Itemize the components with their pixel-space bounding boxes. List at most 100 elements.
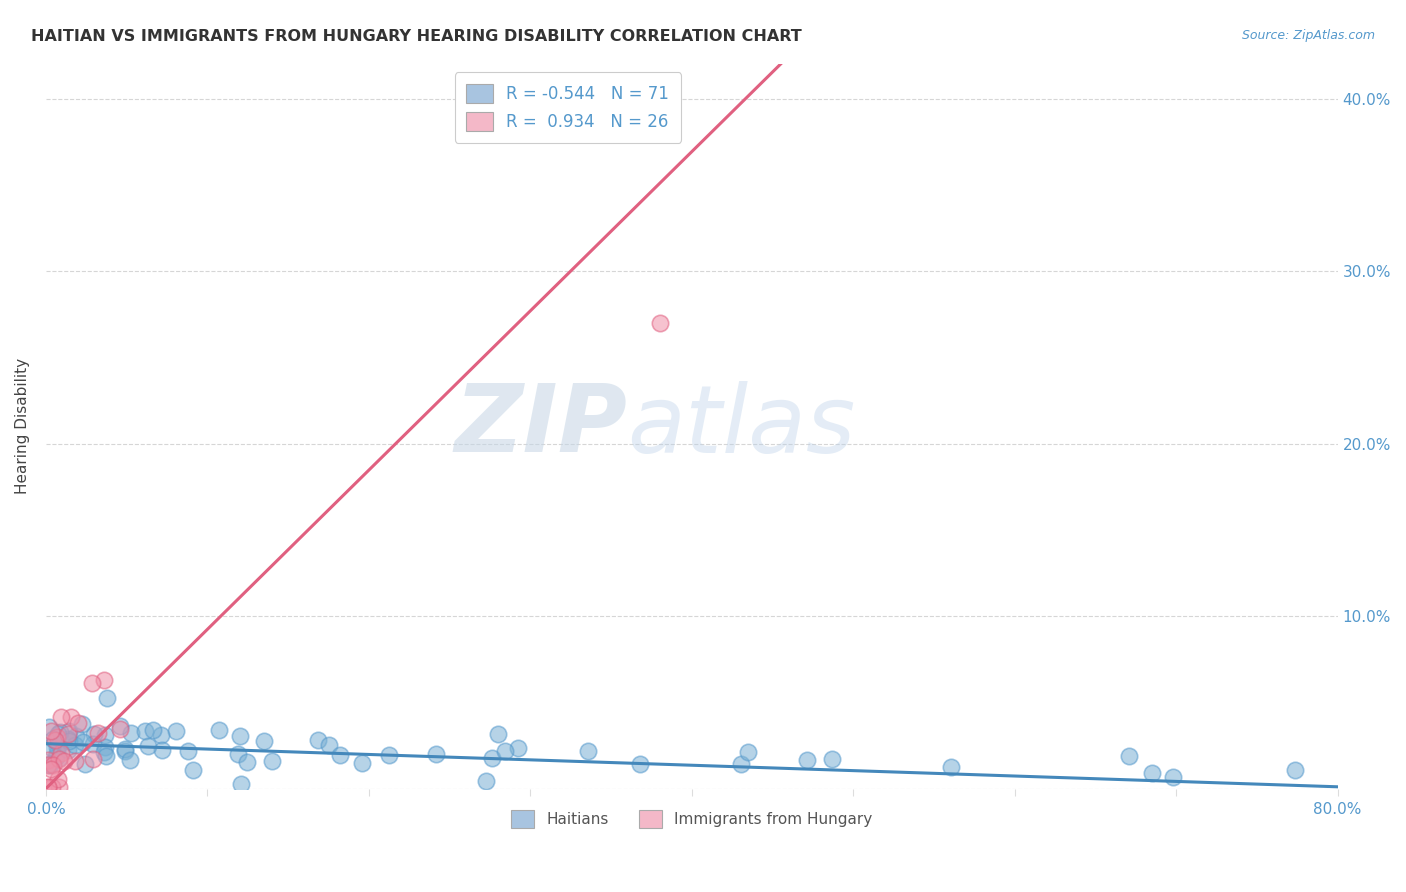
Point — [65, 754, 87, 768]
Point — [96, 748, 118, 763]
Point — [118, 753, 141, 767]
Point — [38, 721, 60, 735]
Point — [506, 740, 529, 755]
Point — [75, 757, 97, 772]
Point — [1140, 766, 1163, 780]
Point — [37, 780, 59, 794]
Point — [110, 719, 132, 733]
Point — [475, 774, 498, 789]
Point — [307, 733, 329, 747]
Point — [45, 746, 67, 760]
Point — [93, 745, 115, 759]
Point — [93, 673, 115, 687]
Point — [44, 733, 66, 747]
Point — [41, 732, 63, 747]
Point — [181, 763, 204, 777]
Point — [820, 752, 842, 766]
Point — [51, 733, 73, 747]
Point — [425, 747, 447, 762]
Point — [96, 691, 118, 706]
Point — [38, 757, 60, 772]
Point — [48, 780, 70, 794]
Point — [48, 752, 70, 766]
Point — [108, 722, 131, 736]
Point — [48, 751, 70, 765]
Text: atlas: atlas — [627, 381, 855, 472]
Point — [72, 735, 94, 749]
Point — [82, 738, 104, 752]
Point — [49, 746, 72, 760]
Point — [45, 739, 67, 754]
Point — [318, 738, 340, 752]
Point — [208, 723, 231, 737]
Point — [65, 738, 87, 752]
Text: ZIP: ZIP — [454, 380, 627, 472]
Point — [58, 723, 80, 738]
Point — [87, 725, 110, 739]
Point — [120, 726, 142, 740]
Point — [576, 743, 599, 757]
Point — [37, 753, 59, 767]
Point — [350, 756, 373, 771]
Point — [59, 710, 82, 724]
Point — [114, 742, 136, 756]
Point — [46, 730, 69, 744]
Point — [150, 743, 173, 757]
Text: HAITIAN VS IMMIGRANTS FROM HUNGARY HEARING DISABILITY CORRELATION CHART: HAITIAN VS IMMIGRANTS FROM HUNGARY HEARI… — [31, 29, 801, 44]
Point — [58, 733, 80, 747]
Point — [730, 757, 752, 772]
Point — [52, 754, 75, 768]
Point — [253, 734, 276, 748]
Point — [56, 727, 79, 741]
Point — [481, 751, 503, 765]
Point — [628, 757, 651, 772]
Point — [94, 740, 117, 755]
Point — [82, 676, 104, 690]
Point — [226, 747, 249, 761]
Point — [134, 724, 156, 739]
Point — [49, 724, 72, 739]
Point — [229, 729, 252, 743]
Text: Source: ZipAtlas.com: Source: ZipAtlas.com — [1241, 29, 1375, 42]
Point — [1284, 764, 1306, 778]
Point — [41, 780, 63, 794]
Point — [136, 739, 159, 753]
Point — [262, 754, 284, 768]
Point — [83, 727, 105, 741]
Point — [39, 723, 62, 738]
Point — [39, 762, 62, 776]
Point — [58, 732, 80, 747]
Point — [1118, 749, 1140, 764]
Point — [82, 752, 104, 766]
Point — [48, 738, 70, 752]
Point — [37, 780, 59, 794]
Point — [486, 727, 509, 741]
Point — [236, 755, 259, 769]
Legend: Haitians, Immigrants from Hungary: Haitians, Immigrants from Hungary — [503, 802, 880, 835]
Point — [39, 739, 62, 754]
Point — [46, 772, 69, 786]
Point — [494, 743, 516, 757]
Point — [165, 724, 187, 739]
Point — [648, 316, 671, 330]
Point — [46, 727, 69, 741]
Point — [66, 716, 89, 731]
Point — [51, 710, 73, 724]
Point — [377, 747, 399, 762]
Point — [1161, 770, 1184, 784]
Point — [65, 729, 87, 743]
Point — [231, 777, 253, 791]
Point — [737, 745, 759, 759]
Point — [796, 753, 818, 767]
Point — [939, 759, 962, 773]
Point — [45, 749, 67, 764]
Point — [41, 757, 63, 772]
Point — [177, 744, 200, 758]
Point — [37, 757, 59, 772]
Point — [150, 728, 173, 742]
Y-axis label: Hearing Disability: Hearing Disability — [15, 359, 30, 494]
Point — [94, 727, 117, 741]
Point — [38, 757, 60, 772]
Point — [72, 716, 94, 731]
Point — [58, 742, 80, 756]
